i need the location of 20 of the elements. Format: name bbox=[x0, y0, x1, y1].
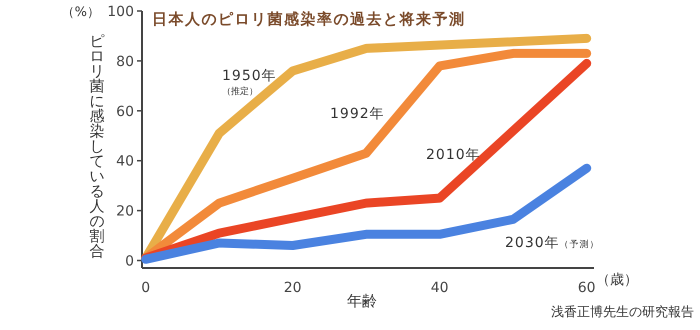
x-tick-label: 40 bbox=[430, 280, 449, 296]
text: （歳） bbox=[596, 272, 638, 288]
series-label: 1950年（推定） bbox=[222, 68, 277, 97]
y-tick-label: 60 bbox=[116, 104, 134, 120]
text: （%） bbox=[62, 5, 100, 20]
text: 浅香正博先生の研究報告 bbox=[551, 305, 694, 320]
y-tick-label: 20 bbox=[116, 204, 134, 220]
y-tick-label: 0 bbox=[125, 254, 134, 270]
chart-title: 日本人のピロリ菌感染率の過去と将来予測 bbox=[152, 10, 466, 28]
text: ピロリ菌に感染している人の割合 bbox=[90, 32, 104, 260]
x-axis-title: 年齢 bbox=[347, 292, 377, 310]
x-tick-label: 60 bbox=[578, 280, 596, 296]
y-tick-label: 40 bbox=[116, 154, 134, 170]
series-label: 1992年 bbox=[330, 106, 385, 122]
y-tick-label: 100 bbox=[107, 4, 134, 20]
series-label: 2010年 bbox=[426, 147, 481, 163]
series-label: 2030年（予測） bbox=[505, 235, 600, 251]
x-tick-label: 20 bbox=[284, 280, 302, 296]
y-tick-label: 80 bbox=[116, 54, 134, 70]
x-tick-label: 0 bbox=[141, 280, 150, 296]
